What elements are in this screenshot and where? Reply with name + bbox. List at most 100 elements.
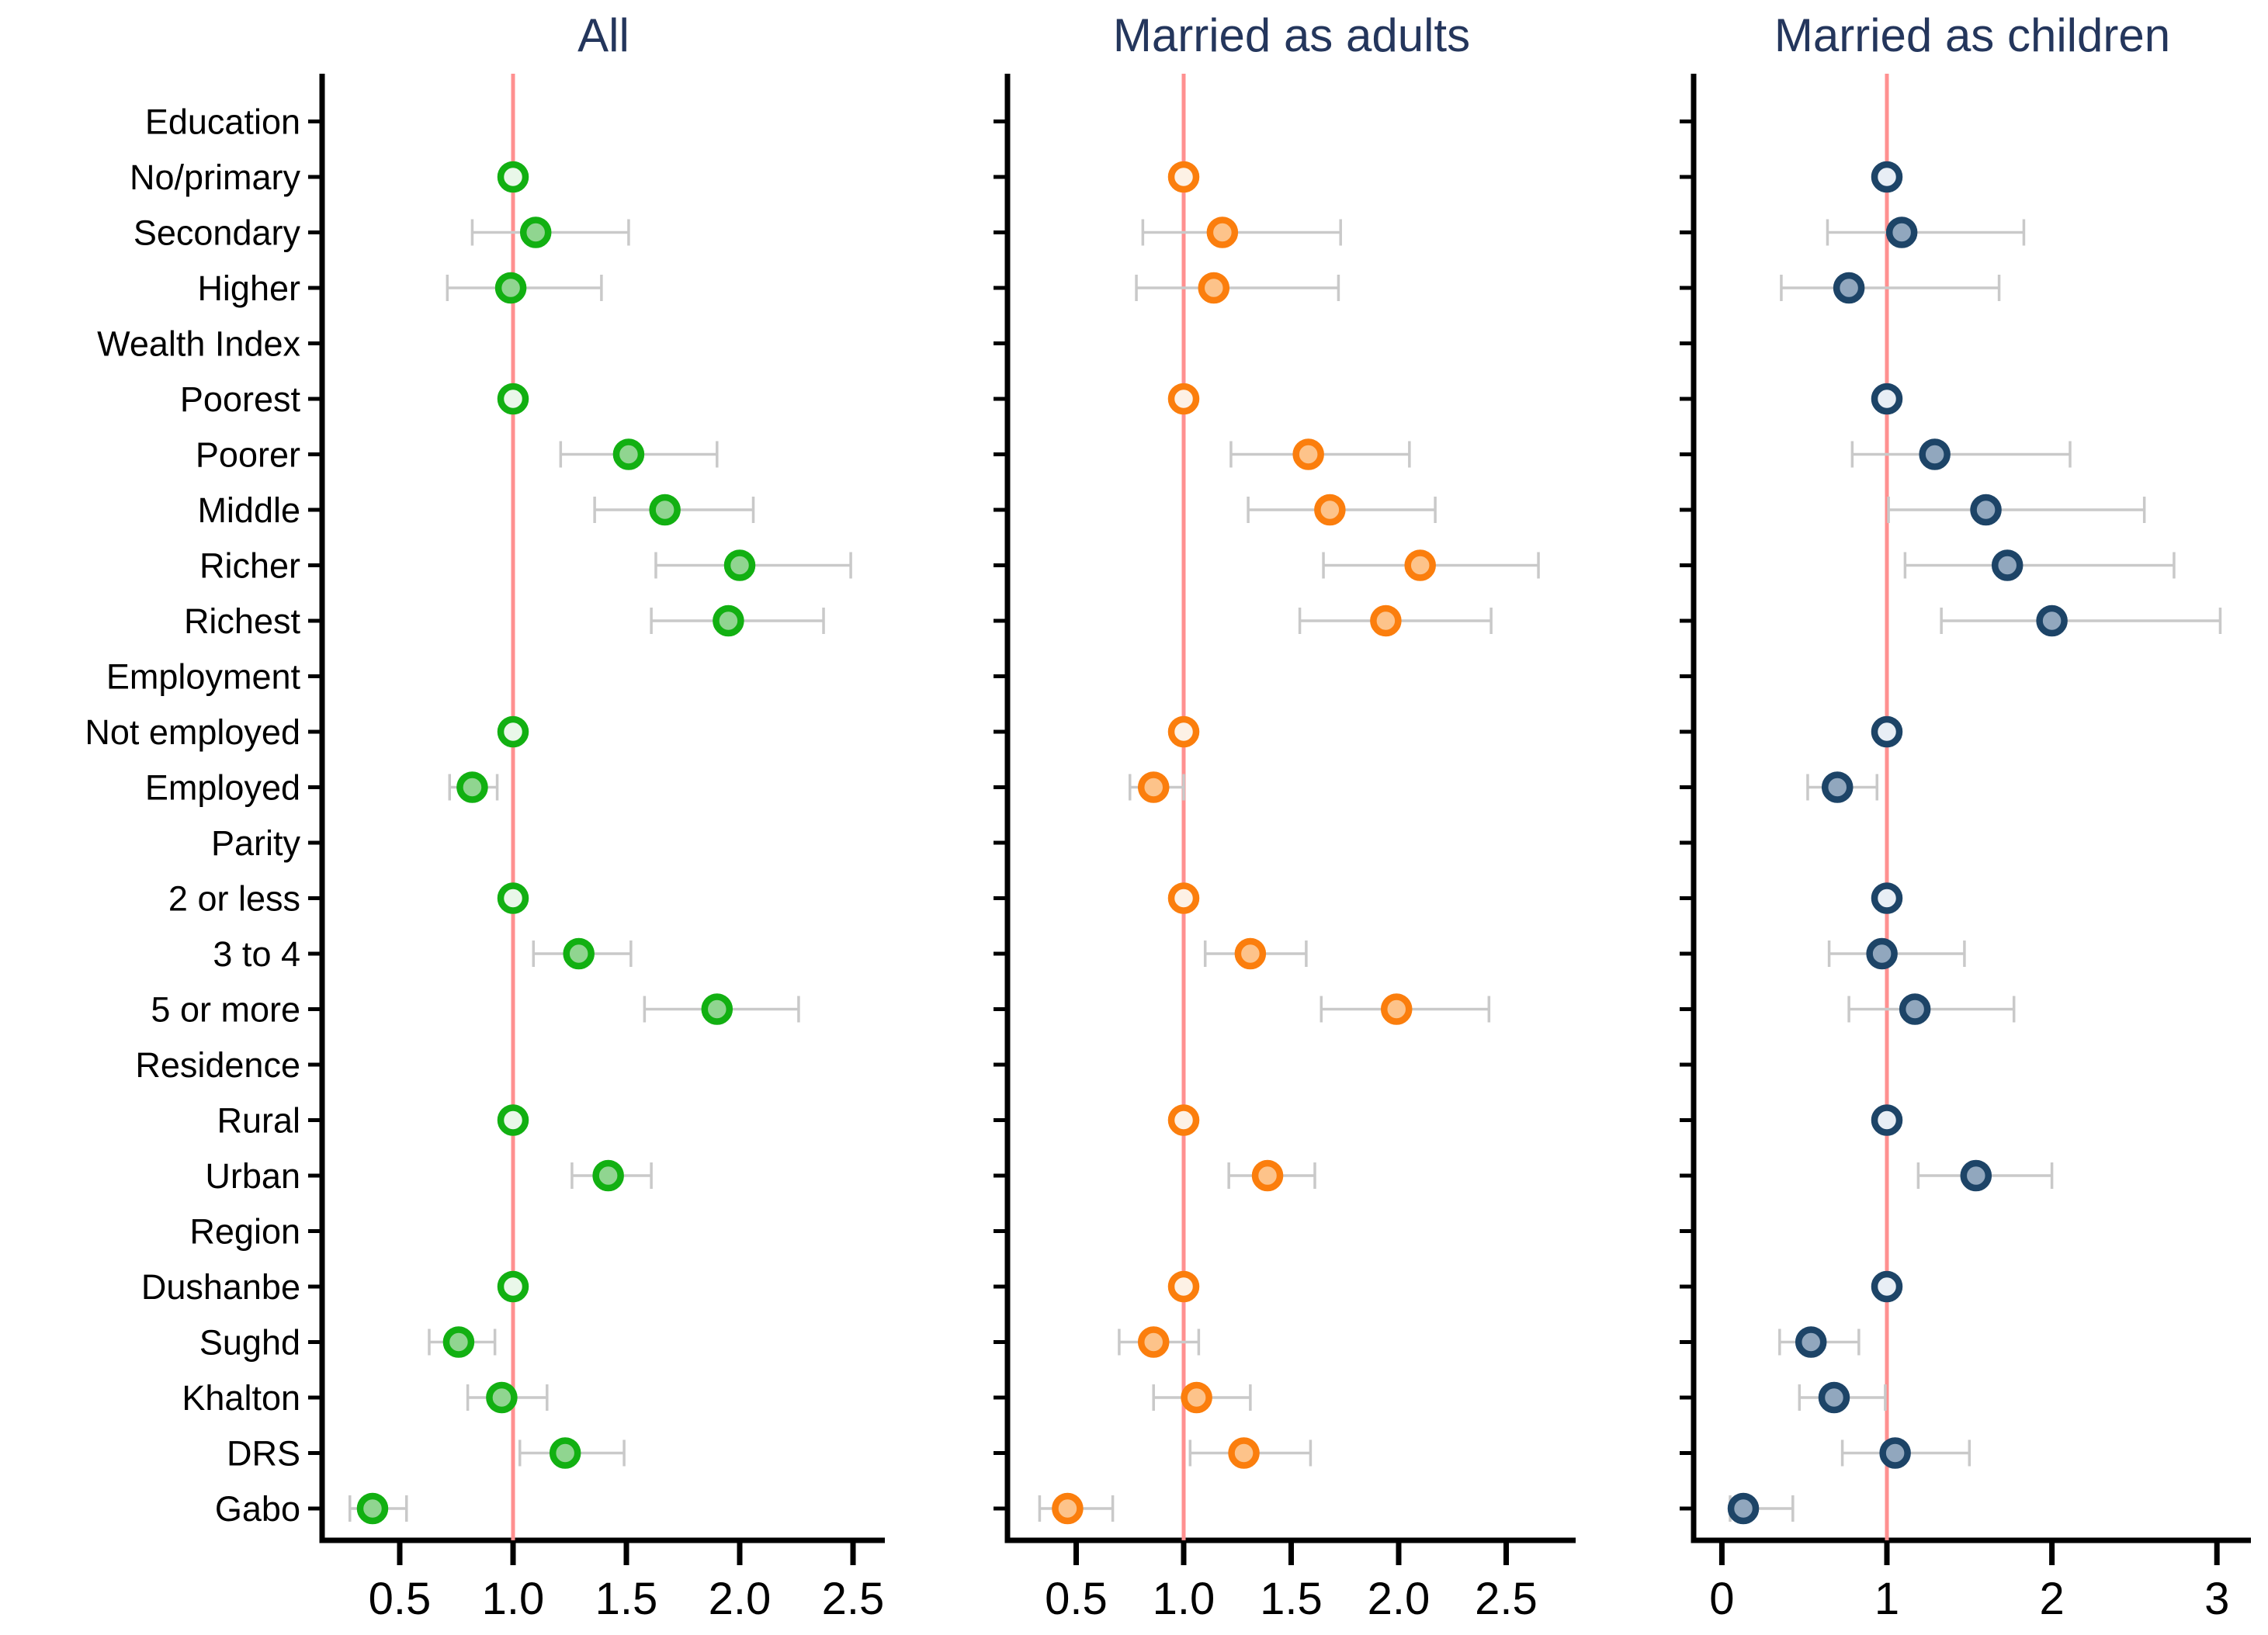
x-tick-label: 2.0 — [709, 1574, 772, 1624]
estimate-marker — [1137, 771, 1170, 803]
row-label: Poorest — [180, 379, 301, 419]
estimate-marker — [356, 1492, 389, 1525]
row-label: Residence — [135, 1045, 300, 1085]
row-label: Poorer — [196, 435, 300, 475]
estimate-marker — [701, 993, 733, 1025]
estimate-marker — [713, 604, 744, 637]
estimate-marker — [1370, 604, 1402, 637]
x-tick-label: 1 — [1874, 1574, 1899, 1624]
estimate-marker — [1404, 549, 1436, 581]
row-label: Dushanbe — [141, 1267, 300, 1307]
reference-marker — [1871, 882, 1903, 914]
row-label: Khalton — [182, 1378, 300, 1418]
reference-marker — [497, 161, 529, 193]
x-tick-label: 2.0 — [1368, 1574, 1431, 1624]
row-label: Gabo — [215, 1489, 300, 1529]
estimate-marker — [442, 1326, 475, 1358]
row-label: Richer — [199, 546, 300, 586]
x-tick-label: 0 — [1709, 1574, 1734, 1624]
estimate-marker — [1885, 216, 1918, 248]
reference-marker — [497, 882, 529, 914]
estimate-marker — [1292, 438, 1324, 470]
estimate-marker — [592, 1159, 624, 1192]
x-tick-label: 3 — [2204, 1574, 2229, 1624]
reference-marker — [497, 1104, 529, 1136]
estimate-marker — [494, 272, 527, 304]
estimate-marker — [723, 549, 756, 581]
estimate-marker — [1206, 216, 1239, 248]
row-label: 2 or less — [168, 879, 300, 919]
estimate-marker — [563, 937, 595, 970]
reference-marker — [497, 383, 529, 415]
reference-marker — [1871, 1270, 1903, 1303]
estimate-marker — [1380, 993, 1413, 1025]
reference-marker — [1167, 161, 1200, 193]
reference-marker — [1167, 1104, 1200, 1136]
row-label: Sughd — [199, 1323, 300, 1363]
estimate-marker — [1198, 272, 1230, 304]
estimate-marker — [1919, 438, 1951, 470]
reference-marker — [1167, 715, 1200, 748]
estimate-marker — [612, 438, 645, 470]
row-label: Employed — [145, 768, 300, 808]
estimate-marker — [1727, 1492, 1760, 1525]
x-tick-label: 1.0 — [482, 1574, 545, 1624]
x-tick-label: 0.5 — [369, 1574, 432, 1624]
row-label: 3 to 4 — [213, 934, 300, 974]
x-tick-label: 2 — [2039, 1574, 2064, 1624]
estimate-marker — [1228, 1437, 1260, 1469]
row-label: Secondary — [134, 213, 301, 253]
reference-marker — [1871, 161, 1903, 193]
estimate-marker — [1795, 1326, 1827, 1358]
reference-marker — [1871, 715, 1903, 748]
reference-marker — [1167, 882, 1200, 914]
estimate-marker — [1833, 272, 1865, 304]
estimate-marker — [549, 1437, 581, 1469]
reference-marker — [1167, 1270, 1200, 1303]
x-tick-label: 0.5 — [1045, 1574, 1108, 1624]
estimate-marker — [1970, 494, 2002, 526]
estimate-marker — [1234, 937, 1267, 970]
estimate-marker — [1251, 1159, 1284, 1192]
estimate-marker — [1181, 1381, 1212, 1414]
row-label: Education — [145, 102, 300, 142]
reference-marker — [1871, 1104, 1903, 1136]
estimate-marker — [1899, 993, 1931, 1025]
estimate-marker — [649, 494, 681, 526]
row-label: Wealth Index — [97, 324, 300, 364]
panel-title-married-as-adults: Married as adults — [1112, 9, 1471, 61]
estimate-marker — [2036, 604, 2068, 637]
estimate-marker — [1879, 1437, 1911, 1469]
estimate-marker — [1991, 549, 2024, 581]
estimate-marker — [1137, 1326, 1170, 1358]
x-tick-label: 1.5 — [1260, 1574, 1323, 1624]
reference-marker — [497, 1270, 529, 1303]
row-label: DRS — [227, 1434, 300, 1474]
estimate-marker — [519, 216, 552, 248]
row-label: Richest — [184, 601, 301, 641]
x-tick-label: 1.5 — [595, 1574, 658, 1624]
reference-marker — [1167, 383, 1200, 415]
row-label: 5 or more — [151, 990, 300, 1030]
row-label: Rural — [217, 1101, 300, 1141]
panel-title-married-as-children: Married as children — [1774, 9, 2171, 61]
row-label: Higher — [197, 268, 300, 308]
estimate-marker — [1866, 937, 1898, 970]
row-label: Urban — [205, 1156, 300, 1196]
reference-marker — [497, 715, 529, 748]
row-label: Region — [189, 1212, 300, 1252]
row-label: Not employed — [85, 712, 300, 752]
estimate-marker — [1818, 1381, 1850, 1414]
x-tick-label: 2.5 — [1475, 1574, 1538, 1624]
estimate-marker — [1052, 1492, 1084, 1525]
estimate-marker — [1960, 1159, 1992, 1192]
estimate-marker — [486, 1381, 518, 1414]
x-tick-label: 1.0 — [1153, 1574, 1215, 1624]
estimate-marker — [1821, 771, 1854, 803]
row-label: No/primary — [130, 158, 301, 197]
estimate-marker — [456, 771, 488, 803]
estimate-marker — [1314, 494, 1346, 526]
